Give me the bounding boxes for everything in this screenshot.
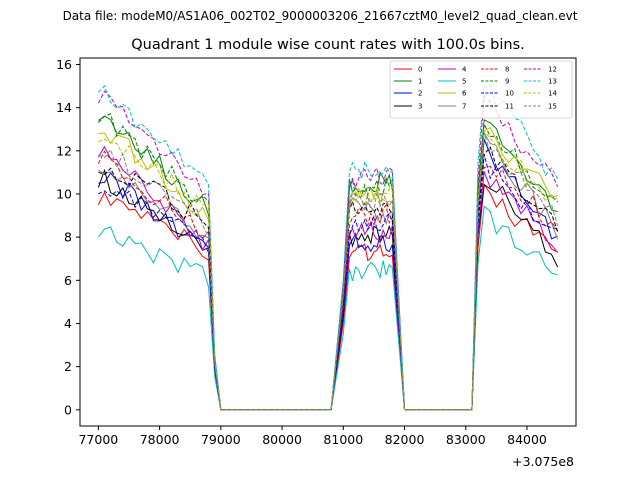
legend-label-0: 0 — [418, 66, 422, 74]
legend-label-14: 14 — [548, 90, 557, 98]
legend-label-12: 12 — [548, 66, 557, 74]
legend-label-5: 5 — [462, 78, 466, 86]
y-tick-label: 2 — [64, 359, 72, 374]
x-tick-label: 77000 — [78, 432, 118, 447]
y-tick-label: 8 — [64, 230, 72, 245]
series-line-13 — [98, 84, 559, 411]
x-axis: 77000 78000 79000 80000 81000 82000 83000 84000 — [78, 426, 547, 447]
x-tick-label: 84000 — [507, 432, 547, 447]
legend-label-11: 11 — [505, 103, 514, 111]
y-tick-label: 6 — [64, 273, 72, 288]
legend-label-15: 15 — [548, 103, 557, 111]
x-tick-label: 79000 — [201, 432, 241, 447]
chart-title: Quadrant 1 module wise count rates with … — [131, 37, 525, 53]
legend-label-2: 2 — [418, 90, 422, 98]
y-axis: 0 2 4 6 8 10 12 14 16 — [56, 57, 80, 417]
plot-frame — [79, 57, 577, 427]
x-tick-label: 78000 — [140, 432, 180, 447]
legend-label-13: 13 — [548, 78, 557, 86]
x-tick-label: 83000 — [446, 432, 486, 447]
legend-label-7: 7 — [462, 103, 466, 111]
plot-lines — [97, 84, 559, 411]
legend-label-1: 1 — [418, 78, 422, 86]
legend-label-6: 6 — [462, 90, 467, 98]
series-line-5 — [97, 205, 558, 411]
x-tick-label: 80000 — [262, 432, 302, 447]
x-tick-label: 81000 — [323, 432, 363, 447]
legend-label-3: 3 — [418, 103, 422, 111]
x-axis-offset-label: +3.075e8 — [512, 454, 574, 469]
y-tick-label: 14 — [56, 100, 72, 115]
y-tick-label: 4 — [64, 316, 72, 331]
legend-box — [389, 60, 573, 119]
legend-label-9: 9 — [505, 78, 509, 86]
x-tick-label: 82000 — [385, 432, 425, 447]
legend-label-8: 8 — [505, 66, 509, 74]
y-tick-label: 0 — [64, 402, 72, 417]
y-tick-label: 10 — [56, 186, 72, 201]
legend-label-4: 4 — [462, 66, 467, 74]
figure-suptitle: Data file: modeM0/AS1A06_002T02_90000032… — [63, 9, 578, 23]
legend-label-10: 10 — [505, 90, 514, 98]
y-tick-label: 12 — [56, 143, 72, 158]
y-tick-label: 16 — [56, 57, 72, 72]
